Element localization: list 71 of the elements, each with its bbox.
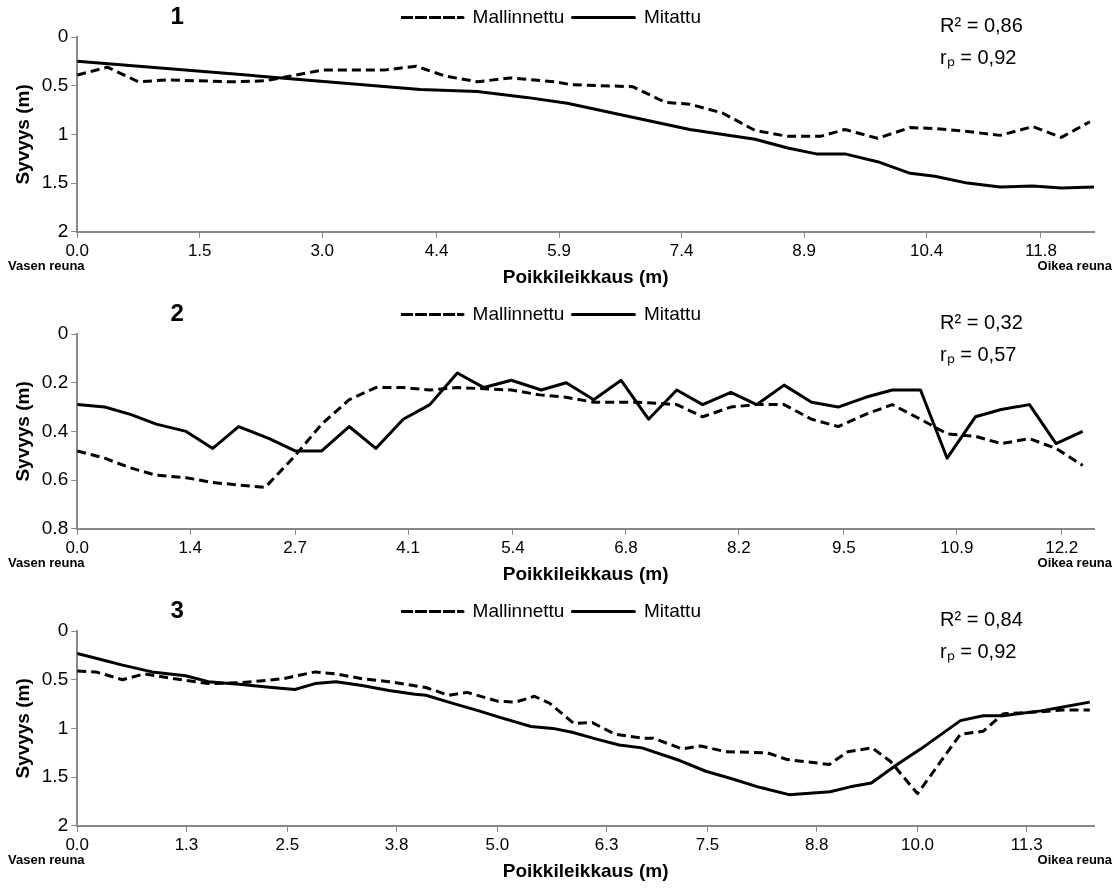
- y-tick-label: 0: [57, 619, 69, 641]
- x-tick-label: 8.8: [804, 834, 829, 854]
- text: Oikea reuna: [1037, 851, 1113, 867]
- chart-title: 3: [170, 595, 184, 623]
- chart-title: 2: [170, 298, 184, 326]
- y-tick-label: 1: [57, 122, 69, 144]
- y-tick-label: 0.5: [41, 667, 69, 689]
- x-tick-label: 5.4: [501, 537, 525, 557]
- text: R² = 0,32: [940, 311, 1023, 333]
- y-tick-label: 0.4: [41, 419, 69, 441]
- text: Vasen reuna: [8, 257, 86, 273]
- x-tick-label: 5.0: [485, 834, 510, 854]
- y-axis-title: Syvyys (m): [11, 381, 33, 482]
- x-tick-label: 10.0: [900, 834, 935, 854]
- x-tick-label: 5.9: [547, 240, 571, 260]
- y-tick-label: 1.5: [41, 765, 69, 787]
- y-tick-label: 0: [57, 25, 69, 47]
- y-tick-label: 1: [57, 716, 69, 738]
- x-tick-label: 1.3: [174, 834, 199, 854]
- x-axis-title: Poikkileikkaus (m): [502, 562, 669, 584]
- x-tick-label: 9.5: [832, 537, 856, 557]
- x-axis-title: Poikkileikkaus (m): [502, 859, 669, 881]
- x-tick-label: 4.4: [424, 240, 449, 260]
- x-tick-label: 8.2: [727, 537, 751, 557]
- y-tick-label: 0: [57, 322, 69, 344]
- text: Vasen reuna: [8, 554, 86, 570]
- x-tick-label: 6.3: [594, 834, 619, 854]
- legend-label: Mitattu: [643, 302, 701, 324]
- x-tick-label: 11.8: [1025, 240, 1057, 260]
- x-tick-label: 2.5: [275, 834, 300, 854]
- annotation: rₚ = 0,57: [940, 343, 1017, 366]
- y-tick-label: 2: [57, 814, 69, 836]
- legend-label: Mitattu: [643, 5, 701, 27]
- text: R² = 0,84: [940, 608, 1023, 630]
- x-tick-label: 7.5: [695, 834, 720, 854]
- x-tick-label: 3.8: [384, 834, 409, 854]
- x-tick-label: 6.8: [614, 537, 638, 557]
- text: Vasen reuna: [8, 851, 86, 867]
- x-tick-label: 8.9: [792, 240, 816, 260]
- x-tick-label: 10.9: [940, 537, 974, 557]
- x-tick-label: 2.7: [283, 537, 307, 557]
- x-tick-label: 7.4: [669, 240, 694, 260]
- y-axis-title: Syvyys (m): [11, 678, 33, 779]
- x-tick-label: 12.2: [1045, 537, 1079, 557]
- y-tick-label: 0.8: [41, 517, 69, 539]
- x-tick-label: 11.3: [1010, 834, 1043, 854]
- y-tick-label: 0.5: [41, 73, 69, 95]
- x-tick-label: 10.4: [910, 240, 944, 260]
- annotation: rₚ = 0,92: [940, 640, 1017, 663]
- x-tick-label: 0.0: [65, 834, 90, 854]
- text: Oikea reuna: [1037, 554, 1113, 570]
- chart-title: 1: [170, 1, 184, 29]
- y-tick-label: 0.6: [41, 468, 69, 490]
- x-tick-label: 0.0: [65, 240, 90, 260]
- legend-label: Mallinnettu: [472, 302, 565, 324]
- text: R² = 0,86: [940, 14, 1023, 36]
- x-tick-label: 4.1: [396, 537, 420, 557]
- legend-label: Mallinnettu: [472, 5, 565, 27]
- y-axis-title: Syvyys (m): [11, 84, 33, 185]
- x-tick-label: 3.0: [310, 240, 335, 260]
- text: Oikea reuna: [1037, 257, 1113, 273]
- y-tick-label: 0.2: [41, 370, 69, 392]
- legend-label: Mitattu: [643, 599, 701, 621]
- x-tick-label: 1.4: [178, 537, 203, 557]
- legend-label: Mallinnettu: [472, 599, 565, 621]
- y-tick-label: 1.5: [41, 171, 69, 193]
- y-tick-label: 2: [57, 220, 69, 242]
- x-axis-title: Poikkileikkaus (m): [502, 265, 669, 287]
- x-tick-label: 1.5: [187, 240, 212, 260]
- annotation: rₚ = 0,92: [940, 46, 1017, 69]
- x-tick-label: 0.0: [65, 537, 90, 557]
